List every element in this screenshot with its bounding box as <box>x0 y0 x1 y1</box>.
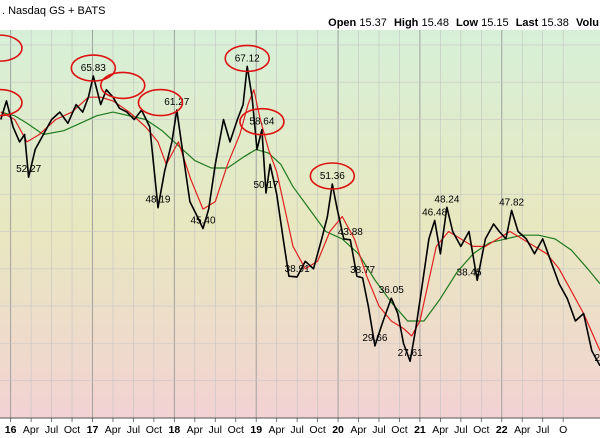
last-label: Last <box>516 17 539 29</box>
open-label: Open <box>328 17 356 29</box>
price-label-0: 52.27 <box>16 164 41 175</box>
peak-circle-2 <box>70 54 117 82</box>
peak-circles <box>0 34 356 190</box>
peak-circle-0 <box>0 34 23 62</box>
x-tick-label-16: 20 <box>332 424 344 436</box>
price-label-7: 50.17 <box>254 180 279 191</box>
x-tick-label-3: Oct <box>64 424 80 436</box>
price-label-16: 48.24 <box>434 194 459 205</box>
series-fast-ma-line <box>0 89 600 352</box>
price-label-11: 38.77 <box>350 265 375 276</box>
high-value: 15.48 <box>421 17 449 29</box>
x-tick-label-5: Apr <box>105 424 122 436</box>
price-label-1: 65.83 <box>81 63 106 74</box>
price-label-17: 38.45 <box>457 267 482 278</box>
price-label-12: 36.05 <box>379 285 404 296</box>
x-tick-label-23: Oct <box>473 424 489 436</box>
x-axis: 16 Apr Jul Oct 17 Apr Jul Oct 18 Apr Jul Oct 19 Apr Ju… <box>5 418 567 436</box>
x-tick-label-21: Apr <box>432 424 449 436</box>
price-label-15: 46.48 <box>422 207 447 218</box>
peak-circle-3 <box>99 71 146 100</box>
high-label: High <box>394 17 419 29</box>
x-tick-label-27: O <box>559 424 567 436</box>
x-tick-label-25: Apr <box>514 424 531 436</box>
price-label-10: 43.88 <box>338 227 363 238</box>
peak-circle-6 <box>239 107 285 136</box>
series-price-line <box>0 65 600 367</box>
x-tick-label-15: Oct <box>309 424 325 436</box>
series-slow-ma-line <box>0 111 600 322</box>
x-tick-label-17: Apr <box>350 424 367 436</box>
ohlc-readout: Open 15.37 High 15.48 Low 15.15 Last 15.… <box>328 17 599 29</box>
x-tick-label-8: 18 <box>169 424 181 436</box>
x-tick-label-4: 17 <box>87 424 99 436</box>
peak-circle-4 <box>137 88 184 117</box>
price-label-14: 27.61 <box>398 348 423 359</box>
low-label: Low <box>456 17 478 29</box>
x-tick-label-18: Jul <box>372 424 385 436</box>
peak-circle-7 <box>309 162 356 190</box>
x-tick-label-14: Jul <box>290 424 303 436</box>
x-tick-label-11: Oct <box>228 424 244 436</box>
price-label-2: 61.27 <box>164 97 189 108</box>
low-value: 15.15 <box>481 17 509 29</box>
x-tick-label-26: Jul <box>536 424 549 436</box>
price-label-19: 27 <box>594 353 600 364</box>
price-label-4: 45.40 <box>190 215 215 226</box>
x-tick-label-7: Oct <box>146 424 162 436</box>
x-tick-label-1: Apr <box>23 424 40 436</box>
series-layer <box>0 65 600 367</box>
open-value: 15.37 <box>359 17 387 29</box>
x-tick-label-10: Jul <box>209 424 222 436</box>
x-tick-label-0: 16 <box>5 424 17 436</box>
x-tick-label-20: 21 <box>414 424 426 436</box>
x-tick-label-13: Apr <box>268 424 285 436</box>
exchange-label: . Nasdaq GS + BATS <box>2 5 105 17</box>
price-label-3: 48.19 <box>145 195 170 206</box>
x-tick-label-24: 22 <box>496 424 508 436</box>
volume-label: Volu <box>576 17 599 29</box>
peak-circle-1 <box>0 88 23 117</box>
price-label-6: 58.64 <box>249 117 274 128</box>
x-tick-label-12: 19 <box>250 424 262 436</box>
x-tick-label-9: Apr <box>187 424 204 436</box>
x-tick-label-19: Oct <box>391 424 407 436</box>
price-label-8: 38.91 <box>285 264 310 275</box>
last-value: 15.38 <box>541 17 569 29</box>
x-tick-label-2: Jul <box>45 424 58 436</box>
x-tick-label-6: Jul <box>127 424 140 436</box>
peak-circle-5 <box>224 44 271 73</box>
price-label-18: 47.82 <box>499 197 524 208</box>
price-labels: 52.27 65.83 61.27 48.19 45.40 67.12 58.64 50.17… <box>16 53 600 363</box>
plot-background <box>0 30 600 418</box>
price-label-9: 51.36 <box>320 171 345 182</box>
x-tick-label-22: Jul <box>454 424 467 436</box>
price-label-13: 29.66 <box>362 333 387 344</box>
price-label-5: 67.12 <box>235 53 260 64</box>
